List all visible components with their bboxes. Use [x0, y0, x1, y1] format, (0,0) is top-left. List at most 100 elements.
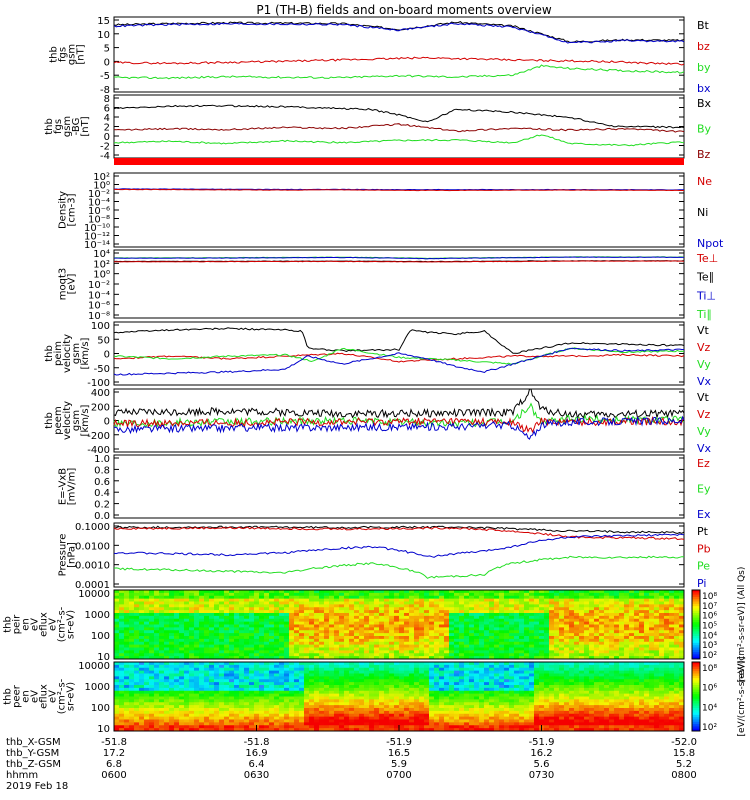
heatmap-cell	[384, 595, 390, 600]
heatmap-cell	[369, 590, 375, 594]
heatmap-cell	[354, 685, 360, 689]
heatmap-cell	[409, 702, 415, 706]
heatmap-cell	[314, 696, 320, 700]
heatmap-cell	[224, 595, 230, 600]
heatmap-cell	[599, 595, 605, 600]
heatmap-cell	[124, 638, 130, 643]
heatmap-cell	[504, 615, 510, 620]
heatmap-cell	[254, 719, 260, 723]
heatmap-cell	[129, 624, 135, 628]
heatmap-cell	[309, 687, 315, 692]
heatmap-cell	[489, 647, 495, 651]
heatmap-cell	[179, 710, 185, 715]
heatmap-cell	[479, 702, 485, 706]
heatmap-cell	[159, 667, 165, 672]
heatmap-cell	[179, 699, 185, 703]
heatmap-cell	[394, 682, 400, 686]
heatmap-cell	[459, 710, 465, 715]
heatmap-cell	[219, 673, 225, 677]
heatmap-cell	[604, 641, 610, 646]
heatmap-cell	[134, 664, 140, 669]
heatmap-cell	[189, 598, 195, 602]
heatmap-cell	[399, 615, 405, 620]
heatmap-cell	[489, 667, 495, 672]
heatmap-cell	[279, 592, 285, 597]
heatmap-cell	[534, 653, 540, 657]
heatmap-cell	[339, 670, 345, 674]
heatmap-cell	[319, 621, 325, 625]
heatmap-cell	[454, 624, 460, 628]
heatmap-cell	[384, 621, 390, 625]
heatmap-cell	[329, 624, 335, 628]
heatmap-cell	[454, 725, 460, 729]
heatmap-cell	[359, 693, 365, 697]
heatmap-cell	[149, 610, 155, 614]
ytick-label: 10000	[78, 661, 110, 672]
heatmap-cell	[294, 621, 300, 625]
heatmap-cell	[544, 633, 550, 637]
heatmap-cell	[489, 630, 495, 634]
figure-title: P1 (TH-B) fields and on-board moments ov…	[256, 3, 552, 17]
ytick-label: 100	[91, 631, 110, 642]
heatmap-cell	[579, 644, 585, 648]
heatmap-cell	[194, 607, 200, 611]
heatmap-cell	[234, 644, 240, 648]
heatmap-cell	[129, 647, 135, 651]
heatmap-cell	[189, 590, 195, 594]
heatmap-cell	[354, 610, 360, 614]
heatmap-cell	[284, 618, 290, 623]
heatmap-cell	[219, 615, 225, 620]
heatmap-cell	[594, 610, 600, 614]
heatmap-cell	[199, 690, 205, 695]
heatmap-cell	[204, 696, 210, 700]
heatmap-cell	[369, 644, 375, 648]
heatmap-cell	[204, 644, 210, 648]
heatmap-cell	[439, 673, 445, 677]
heatmap-cell	[384, 685, 390, 689]
heatmap-cell	[404, 705, 410, 709]
heatmap-cell	[214, 644, 220, 648]
heatmap-cell	[594, 601, 600, 605]
ytick-label: 8	[104, 94, 110, 105]
heatmap-cell	[679, 656, 685, 660]
heatmap-cell	[464, 685, 470, 689]
heatmap-cell	[409, 687, 415, 692]
heatmap-cell	[269, 713, 275, 718]
heatmap-cell	[114, 699, 120, 703]
heatmap-cell	[569, 624, 575, 628]
heatmap-cell	[384, 627, 390, 631]
heatmap-cell	[309, 685, 315, 689]
heatmap-cell	[644, 638, 650, 643]
heatmap-cell	[299, 621, 305, 625]
heatmap-cell	[139, 647, 145, 651]
heatmap-cell	[564, 618, 570, 623]
heatmap-cell	[399, 722, 405, 726]
heatmap-cell	[664, 621, 670, 625]
heatmap-cell	[389, 656, 395, 660]
heatmap-cell	[464, 679, 470, 683]
heatmap-cell	[559, 630, 565, 634]
heatmap-cell	[364, 690, 370, 695]
heatmap-cell	[209, 641, 215, 646]
heatmap-cell	[254, 653, 260, 657]
heatmap-cell	[259, 627, 265, 631]
heatmap-cell	[159, 722, 165, 726]
heatmap-cell	[664, 604, 670, 608]
heatmap-cell	[359, 685, 365, 689]
heatmap-cell	[469, 716, 475, 720]
heatmap-cell	[439, 696, 445, 700]
heatmap-cell	[174, 664, 180, 669]
heatmap-cell	[274, 725, 280, 729]
heatmap-cell	[439, 638, 445, 643]
heatmap-cell	[199, 604, 205, 608]
heatmap-cell	[574, 590, 580, 594]
heatmap-cell	[209, 595, 215, 600]
heatmap-cell	[114, 653, 120, 657]
heatmap-cell	[604, 636, 610, 640]
heatmap-cell	[414, 664, 420, 669]
ytick-label: 15	[97, 16, 110, 27]
heatmap-cell	[274, 696, 280, 700]
heatmap-cell	[459, 702, 465, 706]
heatmap-cell	[274, 604, 280, 608]
heatmap-cell	[419, 630, 425, 634]
